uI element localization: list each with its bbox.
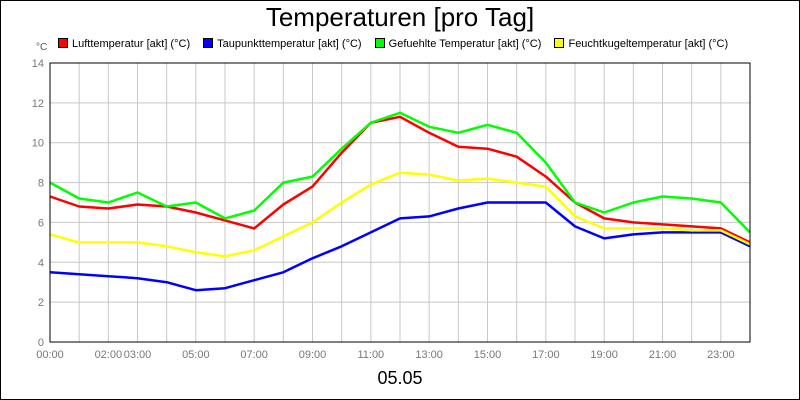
x-tick-label: 02:00 [95,349,123,361]
y-tick-label: 10 [32,138,44,150]
tick-labels: 0 2 4 6 8 10 12 14 00:00 02:00 03:00 05:00 07:00 09:0… [32,58,735,361]
legend-item-lufttemperatur: Lufttemperatur [akt] (°C) [58,38,190,50]
x-tick-label: 23:00 [707,349,735,361]
series-line [49,111,751,234]
legend-label: Taupunkttemperatur [akt] (°C) [217,38,362,50]
legend-item-gefuehlte-temperatur: Gefuehlte Temperatur [akt] (°C) [374,38,542,50]
y-axis-unit: °C [36,42,48,53]
x-tick-label: 09:00 [299,349,327,361]
y-tick-label: 4 [38,257,44,269]
legend-item-taupunkttemperatur: Taupunkttemperatur [akt] (°C) [203,38,362,50]
legend-swatch [554,38,565,48]
x-tick-label: 05:00 [182,349,210,361]
legend-item-feuchtkugeltemperatur: Feuchtkugeltemperatur [akt] (°C) [554,38,728,50]
series-lines [49,111,751,292]
legend-swatch [374,38,385,48]
legend: Lufttemperatur [akt] (°C) Taupunkttemper… [58,38,738,50]
chart-title: Temperaturen [pro Tag] [265,2,535,32]
x-tick-label: 03:00 [124,349,152,361]
x-tick-label: 21:00 [649,349,677,361]
x-tick-label: 07:00 [240,349,268,361]
grid [49,62,751,343]
x-tick-label: 15:00 [474,349,502,361]
x-tick-label: 19:00 [590,349,618,361]
y-tick-label: 14 [32,58,44,70]
legend-swatch [58,38,68,48]
x-tick-label: 00:00 [36,349,64,361]
legend-swatch [203,38,214,48]
legend-label: Gefuehlte Temperatur [akt] (°C) [388,38,542,50]
legend-label: Lufttemperatur [akt] (°C) [72,38,191,50]
x-tick-label: 13:00 [415,349,443,361]
x-tick-label: 11:00 [357,349,384,361]
y-tick-label: 2 [38,297,44,309]
y-tick-label: 6 [38,217,44,229]
y-tick-label: 8 [38,178,44,190]
plot-border [49,62,751,343]
y-tick-label: 0 [38,337,44,349]
series-line [49,171,751,258]
y-tick-label: 12 [32,98,44,110]
legend-label: Feuchtkugeltemperatur [akt] (°C) [568,38,729,50]
x-tick-label: 17:00 [532,349,560,361]
series-line [49,201,751,292]
date-label: 05.05 [377,368,423,388]
